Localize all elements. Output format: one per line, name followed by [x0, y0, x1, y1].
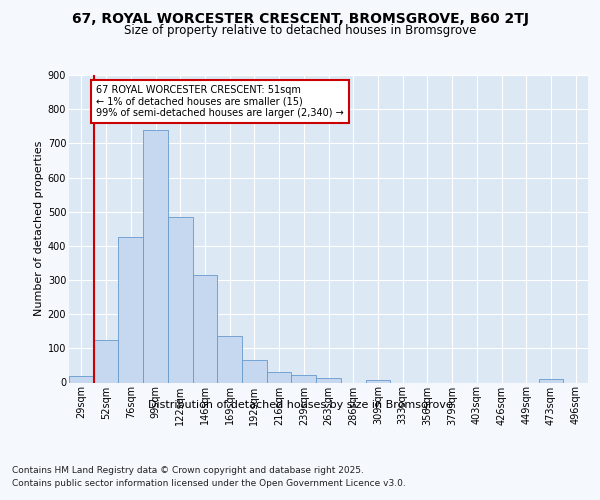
- Bar: [168, 217, 193, 382]
- Text: Contains public sector information licensed under the Open Government Licence v3: Contains public sector information licen…: [12, 479, 406, 488]
- Bar: [217, 336, 242, 382]
- Text: 67, ROYAL WORCESTER CRESCENT, BROMSGROVE, B60 2TJ: 67, ROYAL WORCESTER CRESCENT, BROMSGROVE…: [71, 12, 529, 26]
- Bar: [143, 130, 168, 382]
- Bar: [539, 379, 563, 382]
- Bar: [242, 360, 267, 382]
- Bar: [365, 380, 390, 382]
- Text: Contains HM Land Registry data © Crown copyright and database right 2025.: Contains HM Land Registry data © Crown c…: [12, 466, 364, 475]
- Text: Size of property relative to detached houses in Bromsgrove: Size of property relative to detached ho…: [124, 24, 476, 37]
- Bar: [118, 238, 143, 382]
- Bar: [316, 378, 341, 382]
- Y-axis label: Number of detached properties: Number of detached properties: [34, 141, 44, 316]
- Text: 67 ROYAL WORCESTER CRESCENT: 51sqm
← 1% of detached houses are smaller (15)
99% : 67 ROYAL WORCESTER CRESCENT: 51sqm ← 1% …: [96, 85, 344, 118]
- Bar: [292, 375, 316, 382]
- Bar: [94, 340, 118, 382]
- Bar: [267, 372, 292, 382]
- Bar: [69, 376, 94, 382]
- Text: Distribution of detached houses by size in Bromsgrove: Distribution of detached houses by size …: [148, 400, 452, 410]
- Bar: [193, 275, 217, 382]
